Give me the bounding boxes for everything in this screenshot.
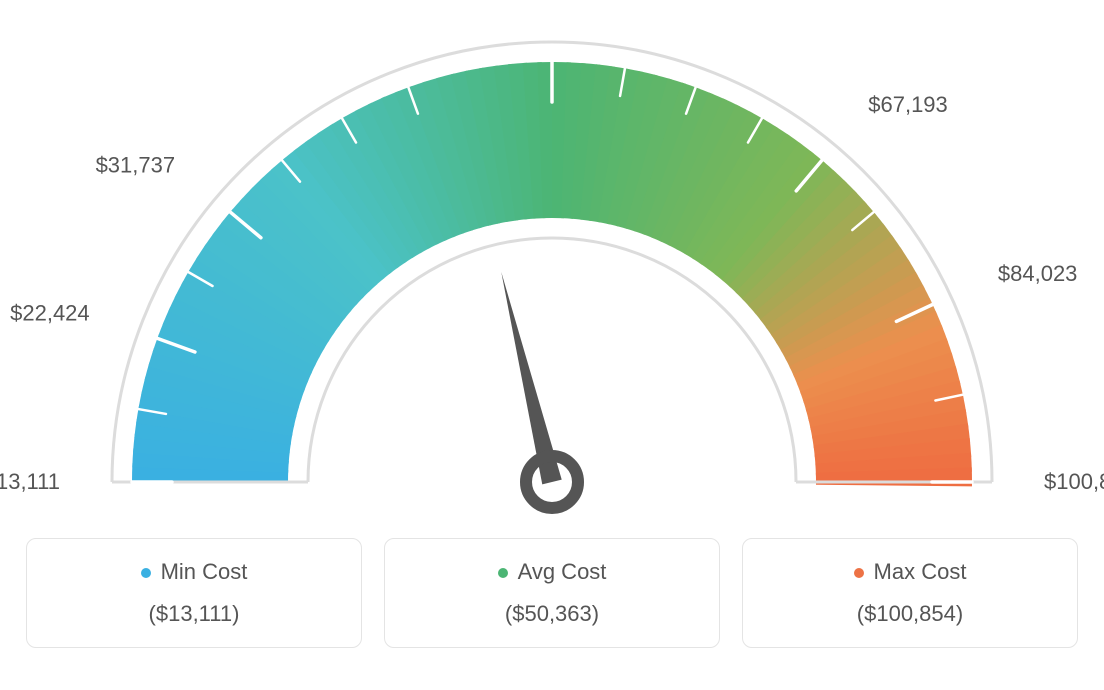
tick-label: $13,111 xyxy=(0,469,60,494)
legend-value-avg: ($50,363) xyxy=(395,601,709,627)
gauge-svg: $13,111$22,424$31,737$50,363$67,193$84,0… xyxy=(0,10,1104,520)
legend-title-label: Min Cost xyxy=(161,559,248,584)
legend-title-label: Max Cost xyxy=(874,559,967,584)
legend-value-max: ($100,854) xyxy=(753,601,1067,627)
legend-row: Min Cost ($13,111) Avg Cost ($50,363) Ma… xyxy=(0,538,1104,648)
legend-title-avg: Avg Cost xyxy=(395,559,709,585)
tick-label: $84,023 xyxy=(998,261,1078,286)
legend-card-max: Max Cost ($100,854) xyxy=(742,538,1078,648)
legend-title-min: Min Cost xyxy=(37,559,351,585)
legend-value-min: ($13,111) xyxy=(37,601,351,627)
dot-icon xyxy=(141,568,151,578)
legend-title-max: Max Cost xyxy=(753,559,1067,585)
tick-label: $31,737 xyxy=(96,153,176,178)
legend-card-min: Min Cost ($13,111) xyxy=(26,538,362,648)
tick-label: $67,193 xyxy=(868,92,948,117)
tick-label: $100,854 xyxy=(1044,469,1104,494)
dot-icon xyxy=(854,568,864,578)
tick-label: $22,424 xyxy=(10,301,90,326)
dot-icon xyxy=(498,568,508,578)
gauge-arc xyxy=(132,62,972,486)
chart-container: $13,111$22,424$31,737$50,363$67,193$84,0… xyxy=(0,0,1104,690)
legend-title-label: Avg Cost xyxy=(518,559,607,584)
gauge-chart: $13,111$22,424$31,737$50,363$67,193$84,0… xyxy=(0,10,1104,520)
legend-card-avg: Avg Cost ($50,363) xyxy=(384,538,720,648)
